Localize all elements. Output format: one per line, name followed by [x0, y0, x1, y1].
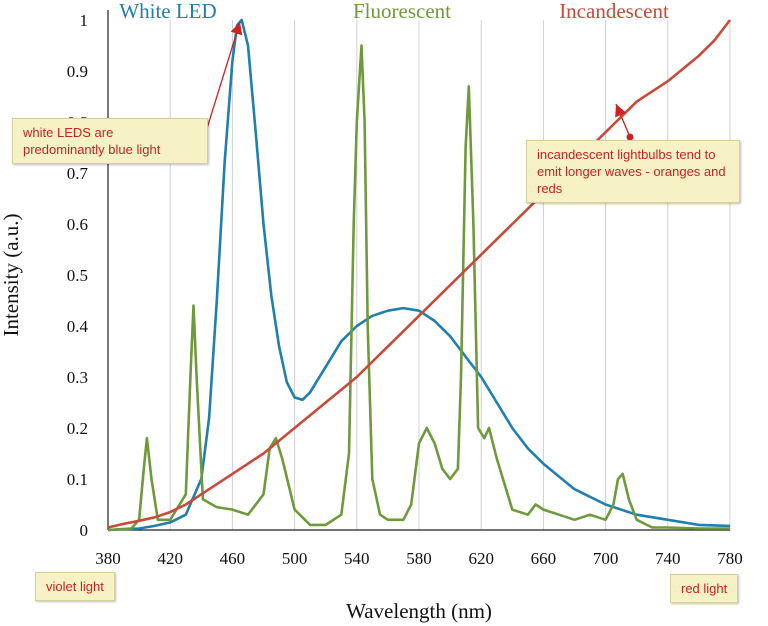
series-line-2	[107, 19, 732, 529]
y-tick-label: 0.2	[67, 419, 88, 438]
series-label-1: Fluorescent	[353, 0, 451, 23]
x-tick-label: 660	[531, 549, 557, 568]
red-light-label: red light	[670, 574, 739, 603]
y-tick-label: 0.4	[67, 317, 89, 336]
y-axis-title: Intensity (a.u.)	[0, 213, 23, 336]
violet-light-label: violet light	[35, 572, 115, 601]
x-tick-label: 700	[593, 549, 619, 568]
y-tick-label: 0.6	[67, 215, 88, 234]
series-group	[107, 18, 732, 532]
x-tick-label: 420	[157, 549, 183, 568]
incandescent-arrow-head	[615, 104, 627, 118]
y-tick-label: 0.3	[67, 368, 88, 387]
series-line-0	[107, 18, 731, 532]
x-tick-label: 460	[220, 549, 246, 568]
x-axis-title: Wavelength (nm)	[346, 599, 492, 623]
y-tick-label: 0	[80, 521, 89, 540]
x-tick-label: 620	[468, 549, 494, 568]
white-led-arrow-line	[203, 21, 241, 139]
y-tick-label: 1	[80, 11, 89, 30]
incandescent-arrow-dot	[626, 133, 634, 141]
series-labels: White LED Fluorescent Incandescent	[119, 0, 669, 23]
white-led-arrow-head	[230, 22, 243, 36]
white-led-note: white LEDS are predominantly blue light	[12, 118, 208, 164]
annotation-arrows	[200, 21, 634, 142]
y-tick-label: 0.5	[67, 266, 88, 285]
incandescent-note: incandescent lightbulbs tend to emit lon…	[526, 140, 740, 203]
x-tick-label: 380	[95, 549, 121, 568]
series-label-0: White LED	[119, 0, 216, 23]
x-tick-label: 540	[344, 549, 370, 568]
x-tick-label: 780	[717, 549, 743, 568]
x-tick-label: 580	[406, 549, 432, 568]
series-label-2: Incandescent	[559, 0, 669, 23]
x-tick-label: 740	[655, 549, 681, 568]
axes: 380 420 460 500 540 580 620 660 700 740 780 0 0.1 0.2…	[0, 10, 743, 623]
y-tick-label: 0.7	[67, 164, 89, 183]
y-tick-label: 0.9	[67, 62, 88, 81]
y-tick-label: 0.1	[67, 470, 88, 489]
series-line-1	[107, 44, 730, 532]
x-tick-label: 500	[282, 549, 308, 568]
